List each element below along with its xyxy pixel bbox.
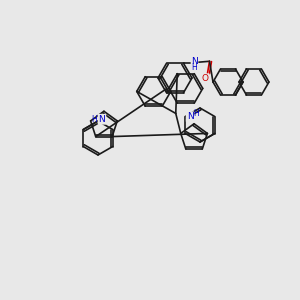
Text: N: N [99, 115, 105, 124]
Text: O: O [202, 74, 209, 83]
Text: N: N [187, 112, 194, 121]
Text: H: H [91, 115, 97, 124]
Text: N: N [191, 57, 198, 66]
Text: H: H [193, 109, 199, 118]
Text: H: H [192, 63, 197, 72]
